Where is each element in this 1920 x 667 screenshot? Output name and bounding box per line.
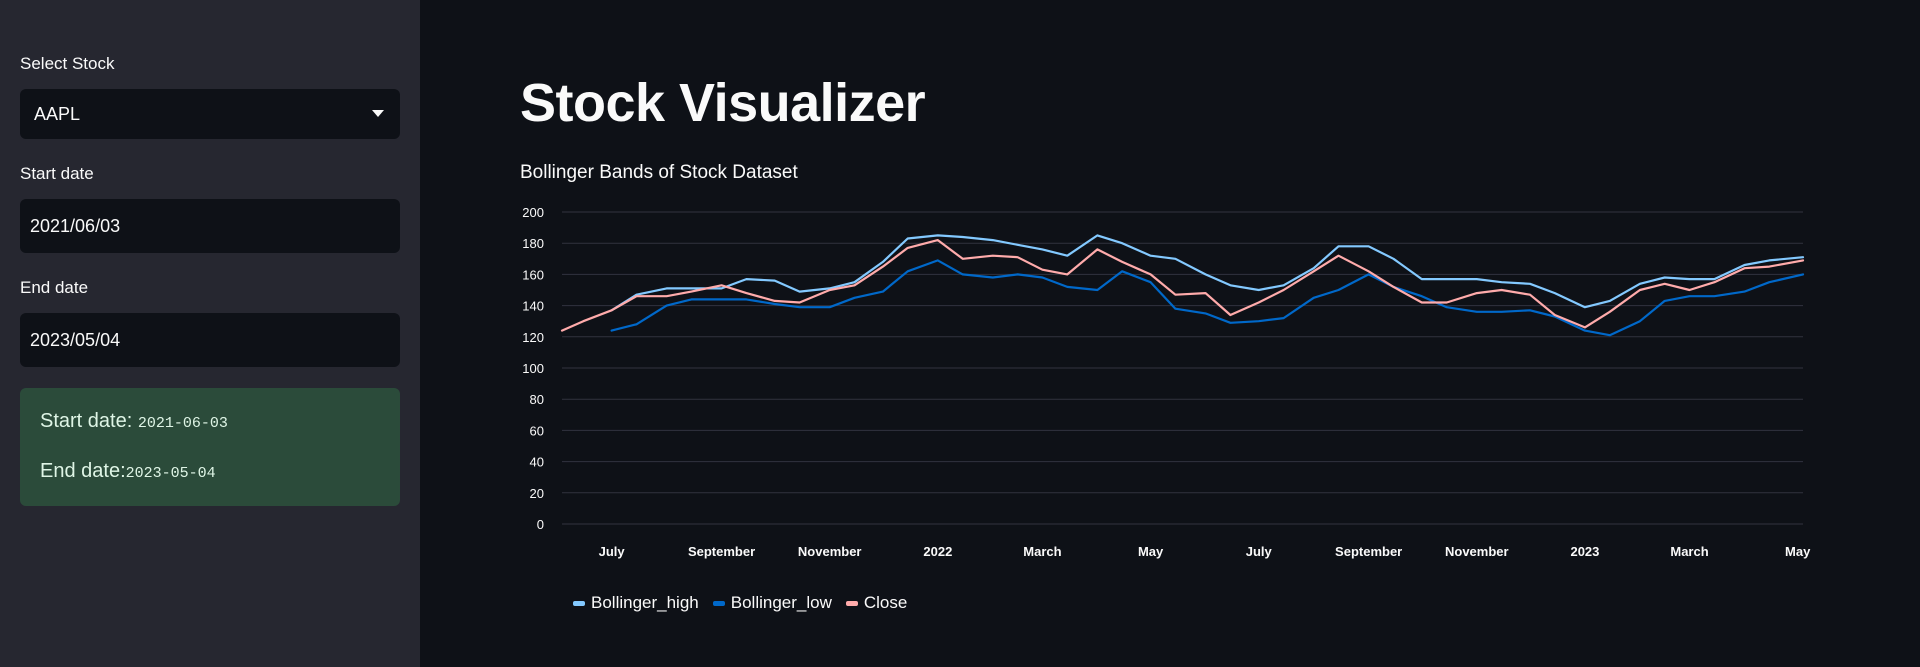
- x-tick-label: March: [1023, 544, 1061, 559]
- y-tick-label: 120: [522, 330, 544, 345]
- x-tick-label: July: [1246, 544, 1273, 559]
- sidebar: Select Stock AAPL Start date 2021/06/03 …: [0, 0, 420, 667]
- x-tick-label: September: [1335, 544, 1402, 559]
- select-stock-label: Select Stock: [20, 54, 115, 73]
- y-tick-label: 60: [530, 423, 544, 438]
- chevron-down-icon[interactable]: [372, 110, 384, 117]
- x-tick-label: May: [1138, 544, 1164, 559]
- date-info-box: Start date: 2021-06-03 End date:2023-05-…: [20, 388, 400, 506]
- legend-item-close[interactable]: Close: [845, 593, 908, 613]
- end-date-value: 2023/05/04: [30, 329, 121, 350]
- start-date-input[interactable]: 2021/06/03: [20, 199, 400, 253]
- x-tick-label: May: [1785, 544, 1811, 559]
- series-line-bollinger-low: [610, 259, 1805, 337]
- x-tick-label: March: [1670, 544, 1708, 559]
- legend-label-bollinger-high: Bollinger_high: [591, 593, 699, 612]
- series-line-close: [560, 239, 1805, 332]
- stock-select[interactable]: AAPL: [20, 89, 400, 139]
- x-tick-label: 2022: [923, 544, 952, 559]
- legend-swatch-bollinger-high: [573, 600, 585, 606]
- start-date-label: Start date: [20, 164, 94, 183]
- y-tick-label: 0: [537, 517, 544, 532]
- legend-label-bollinger-low: Bollinger_low: [730, 593, 832, 612]
- y-tick-label: 100: [522, 361, 544, 376]
- x-tick-label: November: [1445, 544, 1509, 559]
- end-date-info: End date:2023-05-04: [40, 460, 216, 483]
- chart-title: Bollinger Bands of Stock Dataset: [520, 162, 798, 183]
- start-date-info: Start date: 2021-06-03: [40, 410, 228, 433]
- legend-swatch-close: [845, 600, 858, 606]
- x-tick-label: 2023: [1570, 544, 1599, 559]
- end-date-label: End date: [20, 278, 89, 297]
- end-date-info-label: End date:: [40, 460, 126, 482]
- legend-item-bollinger-low[interactable]: Bollinger_low: [712, 593, 832, 613]
- x-tick-label: November: [798, 544, 862, 559]
- y-tick-label: 160: [522, 267, 544, 282]
- legend-label-close: Close: [863, 593, 908, 612]
- start-date-value: 2021/06/03: [30, 215, 121, 236]
- start-date-info-value: 2021-06-03: [137, 415, 228, 432]
- y-tick-label: 20: [530, 486, 544, 501]
- y-tick-label: 140: [522, 299, 544, 314]
- end-date-input[interactable]: 2023/05/04: [20, 313, 400, 367]
- series-line-bollinger-high: [610, 234, 1805, 312]
- start-date-info-label: Start date:: [40, 410, 138, 432]
- legend-swatch-bollinger-low: [712, 600, 725, 606]
- legend-item-bollinger-high[interactable]: Bollinger_high: [573, 593, 699, 613]
- chart-legend: Bollinger_high Bollinger_low Close: [573, 593, 907, 613]
- bollinger-chart[interactable]: 0 20 40 60 80 100 120 140 160 180 200 July September…: [520, 200, 1820, 570]
- end-date-info-value: 2023-05-04: [125, 465, 216, 482]
- stock-select-value: AAPL: [34, 103, 81, 124]
- y-tick-label: 80: [530, 392, 544, 407]
- x-tick-label: July: [599, 544, 626, 559]
- y-tick-label: 40: [530, 455, 544, 470]
- y-tick-label: 180: [522, 236, 544, 251]
- y-tick-label: 200: [522, 205, 544, 220]
- page-title: Stock Visualizer: [520, 73, 926, 133]
- x-tick-label: September: [688, 544, 755, 559]
